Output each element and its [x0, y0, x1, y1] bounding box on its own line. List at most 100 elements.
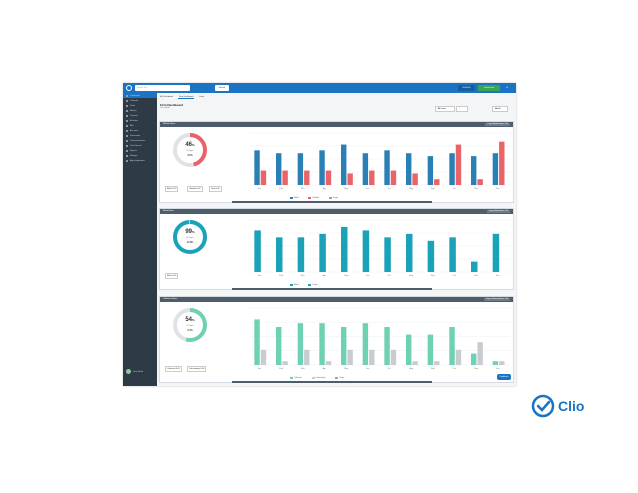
bar[interactable] — [297, 323, 304, 365]
bar[interactable] — [471, 261, 478, 272]
bar[interactable] — [449, 327, 455, 365]
bar[interactable] — [319, 323, 325, 365]
sidebar-item-tasks[interactable]: Tasks — [123, 103, 157, 108]
bar[interactable] — [362, 153, 369, 185]
bar[interactable] — [471, 353, 477, 365]
bar[interactable] — [362, 230, 370, 272]
user-profile[interactable]: Jane Smith — [126, 369, 143, 374]
bar[interactable] — [434, 179, 440, 185]
bar[interactable] — [369, 349, 375, 365]
bar[interactable] — [276, 237, 283, 272]
sidebar-item-app-integrations[interactable]: App Integrations — [123, 158, 157, 163]
bar[interactable] — [304, 170, 310, 185]
tab-my-dashboard[interactable]: My Dashboard — [160, 96, 174, 98]
bar[interactable] — [427, 240, 435, 272]
clock-icon — [126, 119, 128, 122]
bar[interactable] — [499, 361, 505, 365]
feedback-button[interactable]: Feedback — [497, 374, 511, 380]
bar[interactable] — [254, 319, 260, 365]
bar[interactable] — [282, 361, 288, 365]
bar[interactable] — [347, 173, 353, 185]
panel-target-badge[interactable]: Target Collected Hours: 100 — [483, 298, 510, 301]
settings-icon[interactable]: ⚙ — [506, 87, 508, 89]
sidebar-item-accounts[interactable]: Accounts — [123, 128, 157, 133]
sidebar-item-contacts[interactable]: Contacts — [123, 113, 157, 118]
tab-feed[interactable]: Feed — [199, 96, 204, 98]
bar[interactable] — [276, 153, 282, 185]
sidebar-item-documents[interactable]: Documents — [123, 133, 157, 138]
clio-logo-icon[interactable] — [126, 85, 132, 91]
tab-firm-dashboard[interactable]: Firm Dashboard — [178, 95, 195, 99]
bar[interactable] — [297, 153, 304, 185]
sidebar-item-matters[interactable]: Matters — [123, 108, 157, 113]
bar[interactable] — [260, 349, 267, 365]
bar[interactable] — [492, 233, 500, 272]
legend-label: Billed — [294, 197, 299, 199]
create-new-button[interactable]: Create new — [478, 85, 500, 91]
chart-scrollbar[interactable] — [232, 381, 432, 383]
sidebar-item-calendar[interactable]: Calendar — [123, 98, 157, 103]
bar[interactable] — [384, 237, 391, 272]
bar[interactable] — [492, 361, 499, 365]
bar[interactable] — [325, 361, 332, 365]
search-button[interactable]: Search — [215, 85, 229, 91]
legend-swatch — [308, 284, 312, 286]
bar[interactable] — [455, 349, 462, 365]
bar[interactable] — [384, 327, 390, 365]
bar[interactable] — [319, 150, 325, 185]
bar[interactable] — [492, 153, 499, 185]
bar[interactable] — [412, 173, 418, 185]
sidebar-item-settings[interactable]: Settings — [123, 153, 157, 158]
bar[interactable] — [341, 327, 347, 365]
bar[interactable] — [254, 150, 260, 185]
bar[interactable] — [347, 349, 353, 365]
bar[interactable] — [477, 179, 483, 185]
x-tick-label: Jun — [366, 188, 370, 190]
bar[interactable] — [427, 334, 434, 365]
bar[interactable] — [276, 327, 282, 365]
bar[interactable] — [471, 156, 477, 185]
progress-donut: 99% Of Target 119h — [172, 219, 208, 255]
bar[interactable] — [449, 153, 455, 185]
sidebar-item-reports[interactable]: Reports — [123, 148, 157, 153]
sidebar-item-dashboard[interactable]: Dashboard — [123, 93, 157, 98]
bar[interactable] — [406, 153, 412, 185]
user-filter-select[interactable]: All users — [435, 106, 455, 112]
prev-range-button[interactable]: ‹ — [456, 106, 468, 112]
bar[interactable] — [499, 141, 505, 185]
sidebar-item-activities[interactable]: Activities — [123, 118, 157, 123]
bar[interactable] — [362, 323, 369, 365]
bar[interactable] — [406, 334, 412, 365]
range-select[interactable]: Month — [492, 106, 508, 112]
summary-stat: Total 0.00 — [209, 186, 222, 192]
sidebar-item-clio-connect[interactable]: Clio Connect — [123, 143, 157, 148]
bar[interactable] — [449, 237, 456, 272]
bar[interactable] — [384, 150, 390, 185]
bar[interactable] — [477, 342, 483, 365]
chart-scrollbar[interactable] — [232, 201, 432, 203]
timer-button[interactable]: 00:00:00 — [458, 85, 475, 91]
bar[interactable] — [390, 170, 397, 185]
panel-target-badge[interactable]: Target Billed Hours: 120 — [486, 210, 510, 213]
bar[interactable] — [390, 349, 397, 365]
bar[interactable] — [325, 170, 332, 185]
bar[interactable] — [319, 233, 326, 272]
sidebar-item-communications[interactable]: Communications — [123, 138, 157, 143]
sidebar-item-bills[interactable]: Bills — [123, 123, 157, 128]
bar[interactable] — [412, 361, 418, 365]
bar[interactable] — [260, 170, 267, 185]
search-input[interactable]: Search Clio — [135, 85, 190, 91]
panel-target-badge[interactable]: Target Billable Hours: 140 — [485, 123, 510, 126]
bar[interactable] — [406, 233, 413, 272]
bar[interactable] — [304, 349, 310, 365]
bar[interactable] — [427, 156, 434, 185]
bar[interactable] — [434, 361, 440, 365]
chart-scrollbar[interactable] — [232, 288, 432, 290]
bar[interactable] — [282, 170, 288, 185]
bar[interactable] — [341, 226, 348, 272]
bar[interactable] — [455, 144, 462, 185]
bar[interactable] — [369, 170, 375, 185]
bar[interactable] — [297, 237, 305, 272]
bar[interactable] — [341, 144, 347, 185]
bar[interactable] — [254, 230, 261, 272]
